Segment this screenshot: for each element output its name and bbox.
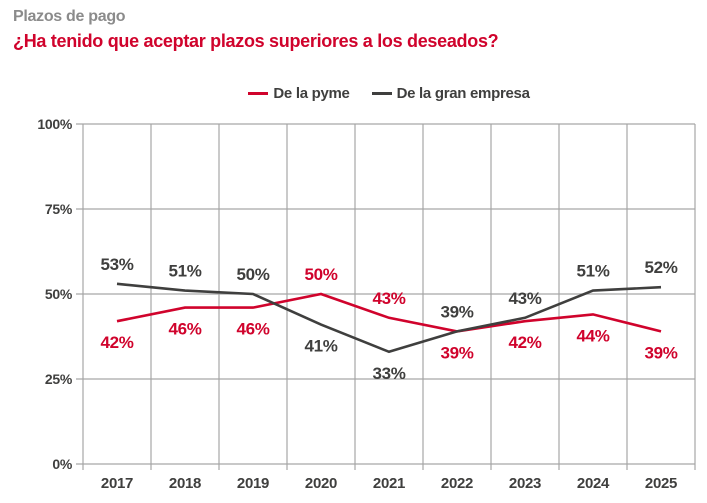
legend-label: De la pyme [273,84,350,102]
x-tick-label: 2017 [101,475,133,492]
value-label: 44% [576,326,609,345]
value-label: 39% [440,302,473,321]
x-tick-label: 2021 [373,475,405,492]
legend-dash-icon [371,91,392,95]
y-tick-label: 25% [45,371,73,387]
chart-legend: De la pyme De la gran empresa [83,83,695,103]
value-label: 51% [168,262,201,281]
series-line-de-la-gran-empresa [116,282,662,354]
value-label: 52% [644,258,677,277]
x-tick-label: 2024 [577,475,610,492]
value-label: 42% [100,333,133,352]
x-tick-label: 2022 [441,475,473,492]
y-tick-label: 100% [37,116,72,132]
legend-dash-icon [248,91,269,95]
chart-kicker: Plazos de pago [13,8,126,25]
value-label: 50% [236,265,269,284]
value-label: 33% [372,364,405,383]
value-label: 53% [100,255,133,274]
legend-item-de-la-gran-empresa: De la gran empresa [371,84,530,102]
chart-title: ¿Ha tenido que aceptar plazos superiores… [13,31,499,51]
x-tick-label: 2023 [509,475,541,492]
value-label: 43% [508,289,541,308]
value-label: 39% [644,343,677,362]
value-label: 41% [304,337,337,356]
y-tick-label: 75% [45,201,73,217]
value-label: 39% [440,343,473,362]
value-label: 51% [576,262,609,281]
y-tick-label: 50% [45,286,73,302]
value-label: 42% [508,333,541,352]
value-label: 43% [372,289,405,308]
legend-item-de-la-pyme: De la pyme [248,84,350,102]
x-tick-label: 2018 [169,475,201,492]
value-label: 46% [236,320,269,339]
y-tick-label: 0% [52,456,72,472]
legend-label: De la gran empresa [396,84,530,102]
value-label: 50% [304,265,337,284]
x-tick-label: 2019 [237,475,269,492]
series-line-de-la-pyme [116,292,662,333]
x-tick-label: 2025 [645,475,677,492]
value-label: 46% [168,320,201,339]
x-tick-label: 2020 [305,475,337,492]
